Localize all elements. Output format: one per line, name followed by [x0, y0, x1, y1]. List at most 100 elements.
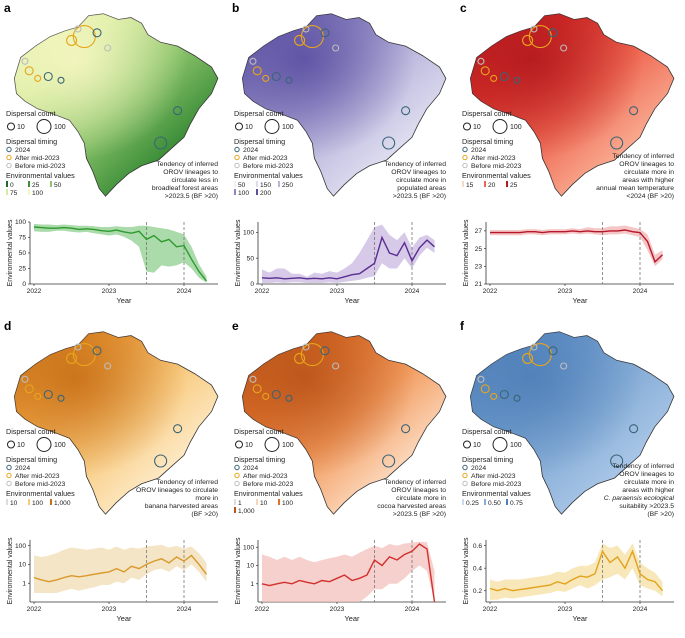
- legend-dispersal-timing-title: Dispersal timing: [6, 455, 57, 464]
- y-axis-label: Environmental values: [235, 537, 242, 604]
- legend-env-swatch: [506, 181, 508, 187]
- y-tick-label: 1: [22, 580, 26, 587]
- legend-count-100: 100: [510, 124, 522, 131]
- dispersal-circle: [24, 384, 34, 394]
- x-tick-label: 2023: [330, 288, 345, 295]
- annotation-line: (BF >20): [647, 511, 674, 518]
- dispersal-circle: [262, 74, 270, 82]
- panel-wrapper-d: d Dispersal count 10 100 Dispersal timing 202…: [0, 318, 228, 638]
- legend-timing-marker: [234, 154, 240, 161]
- dispersal-circle: [154, 136, 168, 150]
- legend-env-tick: 10: [260, 500, 268, 507]
- legend-env-tick: 0.25: [466, 500, 479, 507]
- legend-timing-marker: [6, 162, 12, 169]
- y-tick-label: 10: [247, 563, 255, 570]
- y-tick-label: 1: [250, 581, 254, 588]
- legend-dispersal-count-title: Dispersal count: [6, 109, 56, 118]
- legend-env-tick: 100: [282, 500, 293, 507]
- legend-timing-label: After mid-2023: [15, 155, 60, 162]
- y-axis-label: Environmental values: [463, 537, 470, 604]
- legend-env-swatch: [256, 499, 258, 505]
- annotation-line: Tendency of inferred: [384, 479, 446, 486]
- dispersal-circle: [252, 66, 262, 76]
- y-tick-label: 0.4: [473, 565, 482, 572]
- legend-dispersal-timing-title: Dispersal timing: [234, 455, 285, 464]
- dispersal-circle: [530, 25, 538, 33]
- annotation-line: circulate less in: [172, 177, 219, 184]
- legend-env-tick: 150: [260, 182, 271, 189]
- dispersal-circle: [43, 71, 53, 82]
- y-tick-label: 50: [19, 250, 27, 257]
- legend-dispersal-timing-title: Dispersal timing: [234, 137, 285, 146]
- dispersal-circle: [24, 66, 34, 76]
- dispersal-circle: [490, 74, 498, 82]
- dispersal-circle: [154, 454, 168, 468]
- dispersal-circle: [401, 106, 411, 116]
- legend-env-tick: 25: [510, 182, 518, 189]
- annotation-line: >2023.5 (BF >20): [393, 511, 446, 518]
- legend-timing-label: Before mid-2023: [243, 481, 293, 488]
- legend-env-swatch: [6, 189, 8, 195]
- dispersal-circle: [34, 74, 42, 82]
- legend-env-tick: 1,000: [238, 508, 255, 515]
- dispersal-circle: [560, 362, 568, 370]
- annotation-line: OROV lineages to circulate: [136, 487, 218, 494]
- legend-env-swatch: [256, 189, 258, 195]
- legend-timing-label: 2024: [471, 147, 486, 154]
- annotation-line: Tendency of inferred: [156, 161, 218, 168]
- legend-env-title: Environmental values: [6, 171, 75, 180]
- annotation-line: Tendency of inferred: [384, 161, 446, 168]
- legend-timing-label: Before mid-2023: [243, 163, 293, 170]
- legend-timing-marker: [462, 464, 468, 471]
- y-axis-label: Environmental values: [463, 219, 470, 286]
- annotation-line: Tendency of inferred: [156, 479, 218, 486]
- legend-circle-large: [492, 119, 508, 134]
- legend-circle-small: [7, 122, 15, 131]
- x-tick-label: 2022: [483, 606, 498, 613]
- x-tick-label: 2024: [633, 606, 648, 613]
- panel-wrapper-c: c Dispersal count 10 100 Dispersal timing 202…: [456, 0, 684, 320]
- dispersal-circle: [320, 28, 330, 38]
- legend-count-10: 10: [245, 442, 253, 449]
- legend-timing-marker: [6, 154, 12, 161]
- legend-dispersal-count-title: Dispersal count: [6, 427, 56, 436]
- dispersal-circle: [66, 34, 78, 46]
- legend-env-swatch: [234, 189, 236, 195]
- panel-letter: d: [4, 319, 11, 333]
- legend-env-swatch: [462, 181, 464, 187]
- x-tick-label: 2023: [330, 606, 345, 613]
- dispersal-circle: [382, 136, 396, 150]
- dispersal-circle: [92, 28, 102, 38]
- dispersal-circle: [66, 352, 78, 364]
- legend-count-100: 100: [54, 124, 66, 131]
- dispersal-circle: [522, 34, 534, 46]
- x-tick-label: 2023: [558, 288, 573, 295]
- legend-count-100: 100: [282, 124, 294, 131]
- y-tick-label: 0: [250, 281, 254, 288]
- legend-env-swatch: [50, 181, 52, 187]
- annotation-line: broadleaf forest areas: [152, 185, 219, 192]
- legend-timing-marker: [234, 480, 240, 487]
- legend-env-swatch: [234, 181, 236, 187]
- dispersal-circle: [320, 346, 330, 356]
- legend-env-title: Environmental values: [234, 489, 303, 498]
- dispersal-circle: [477, 375, 485, 383]
- dispersal-circle: [490, 392, 498, 400]
- y-tick-label: 50: [247, 255, 255, 262]
- dispersal-circle: [262, 392, 270, 400]
- legend-dispersal-count-title: Dispersal count: [234, 427, 284, 436]
- legend-circle-large: [492, 437, 508, 452]
- series-line: [33, 554, 208, 583]
- dispersal-circle: [332, 362, 340, 370]
- y-tick-label: 25: [475, 246, 483, 253]
- legend-env-tick: 15: [466, 182, 474, 189]
- dispersal-circle: [530, 343, 538, 351]
- legend-dispersal-count-title: Dispersal count: [462, 427, 512, 436]
- legend-timing-marker: [462, 146, 468, 153]
- annotation-line: C. paraensis ecological: [604, 495, 675, 502]
- legend-env-tick: 0: [10, 182, 14, 189]
- dispersal-circle: [74, 343, 82, 351]
- y-tick-label: 75: [19, 235, 27, 242]
